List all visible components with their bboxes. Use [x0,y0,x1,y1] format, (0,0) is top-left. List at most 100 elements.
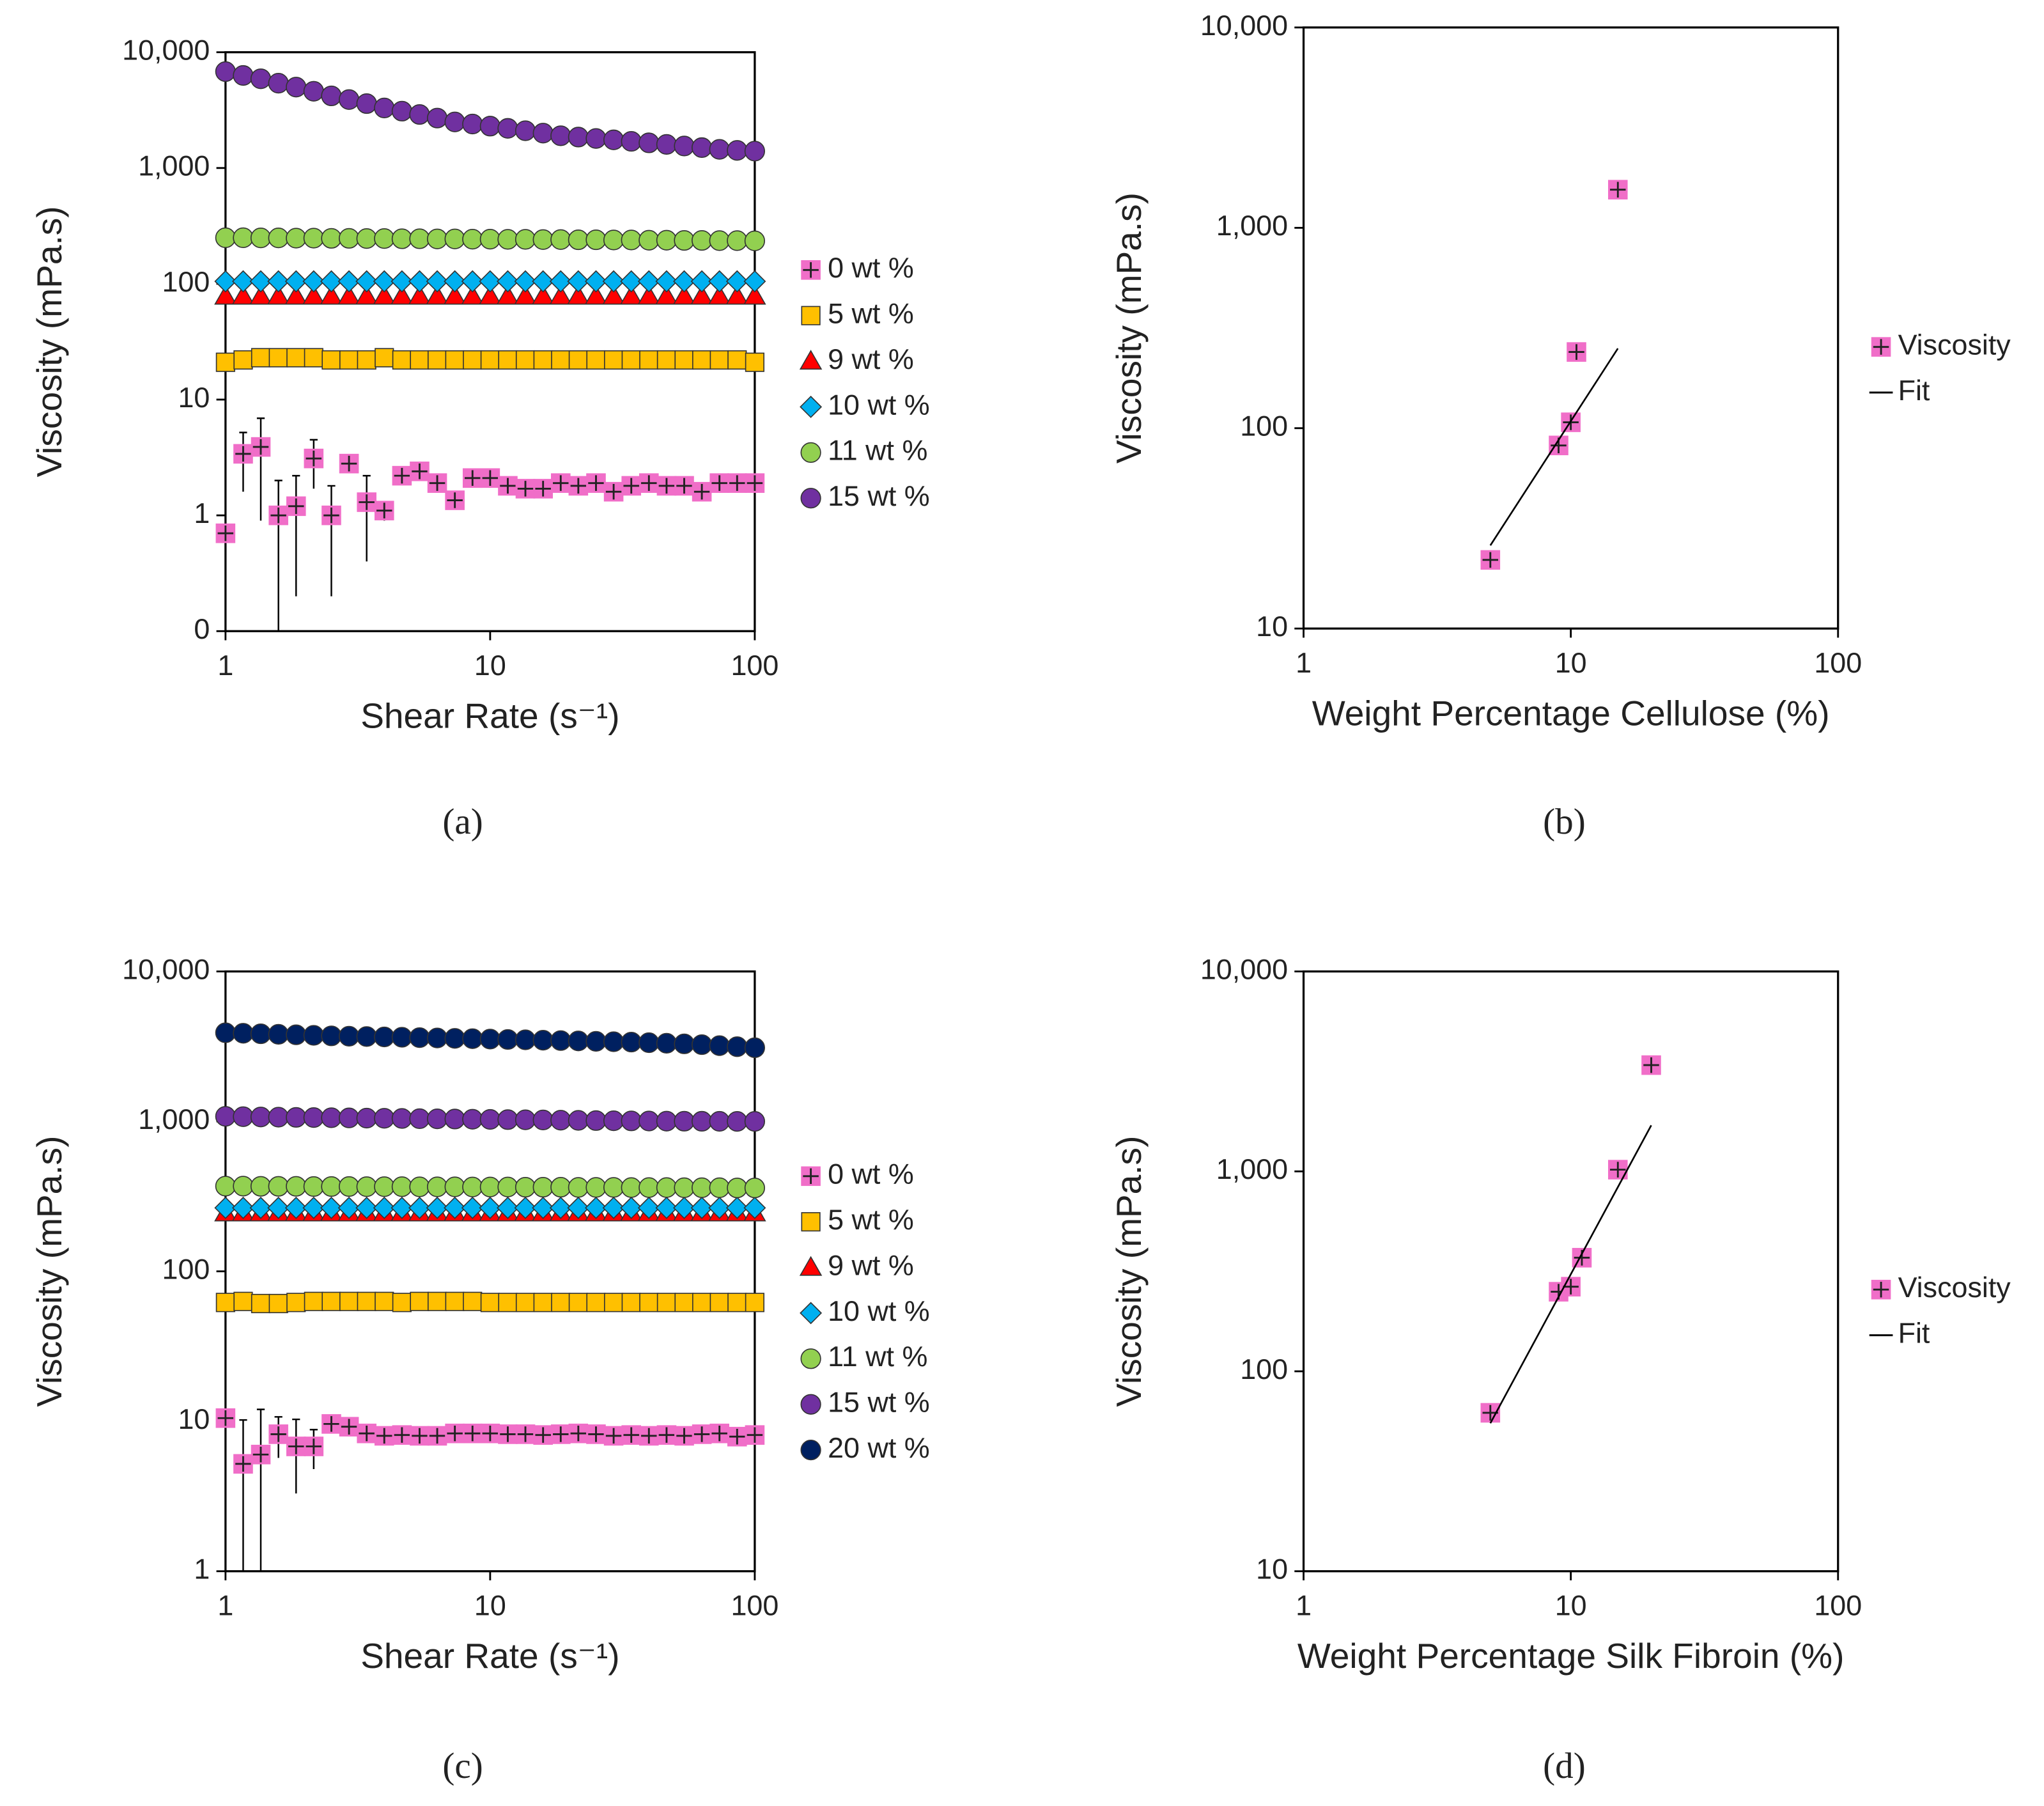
data-point [250,1023,272,1045]
data-point [709,350,729,370]
data-point [672,284,696,305]
data-point [656,350,676,370]
data-point [214,270,237,293]
y-tick-label: 1 [194,497,210,529]
data-point [532,123,554,144]
data-point [303,228,324,249]
data-point [250,1176,272,1197]
data-point [321,1107,342,1128]
data-point [691,230,713,251]
data-point [603,1031,624,1052]
marker-cross [1563,1279,1579,1295]
data-point [639,132,660,153]
data-point [391,1108,412,1129]
data-point [215,1106,236,1127]
data-point [215,352,235,372]
data-point [461,270,484,293]
data-point [550,229,571,250]
y-axis-title: Viscosity (mPa.s) [29,206,69,477]
data-point [355,284,378,305]
marker-cross [465,470,481,487]
data-point [515,120,536,141]
data-point [444,228,465,249]
legend-label: Viscosity [1898,328,2011,361]
data-point [320,1196,343,1219]
data-point [410,350,430,370]
marker-cross [711,1425,727,1442]
data-point [337,1196,360,1219]
data-point [656,230,677,251]
data-point [321,350,341,370]
data-point [550,125,571,146]
data-point [215,61,236,82]
data-point [515,229,536,250]
data-point [286,1024,307,1045]
data-point [408,284,431,305]
data-point [691,1110,713,1132]
data-point [549,1196,572,1219]
marker-cross [252,1447,269,1463]
data-point [568,1031,589,1052]
legend-marker [801,1212,821,1232]
x-tick-label: 1 [1296,646,1312,679]
data-point [480,1293,500,1312]
data-point [356,1176,377,1197]
data-point [233,65,254,86]
marker-cross [447,492,463,508]
data-point [532,1196,555,1219]
marker-cross [217,525,234,541]
data-point [356,1107,377,1129]
data-point [409,1108,430,1129]
marker-cross [376,1428,392,1444]
data-point [286,1293,306,1312]
data-point [656,1032,677,1054]
data-point [391,100,412,121]
marker-cross [553,475,569,491]
data-point [408,270,431,293]
data-point [479,1196,502,1219]
data-point [709,1293,729,1312]
data-point [374,1176,395,1197]
marker-cross [359,1425,375,1442]
data-point [286,1107,307,1128]
data-point [444,1109,465,1130]
data-point [568,1293,588,1312]
data-point [251,348,271,368]
data-point [585,128,607,149]
data-point [709,1110,730,1132]
data-point [532,1176,554,1198]
data-point [391,1196,414,1219]
data-point [709,139,730,160]
data-point [268,1293,288,1314]
marker-cross [270,507,286,524]
data-point [356,228,377,249]
data-point [621,1293,641,1312]
data-point [498,1293,518,1312]
marker-cross [588,475,604,491]
marker-cross [641,475,657,491]
data-point [479,1029,500,1050]
data-point [249,1196,272,1219]
data-point [674,230,695,251]
data-point [302,1196,325,1219]
y-axis-title: Viscosity (mPa.s) [29,1136,69,1407]
marker-cross [482,1425,499,1442]
data-point [463,1291,483,1311]
error-bar [292,1418,300,1494]
marker-cross [623,478,639,494]
plot-frame [224,970,756,1573]
data-point [233,350,253,370]
data-point [673,270,695,293]
data-point [479,284,502,305]
data-point [320,284,343,305]
marker-cross [641,1428,657,1444]
data-point [586,1293,606,1312]
data-point [533,350,553,370]
data-point [514,1196,537,1219]
legend-label: 10 wt % [828,388,930,421]
data-point [356,93,377,114]
data-point [391,1176,412,1197]
data-point [373,1196,396,1219]
data-point [215,1293,235,1312]
data-point [567,284,590,305]
